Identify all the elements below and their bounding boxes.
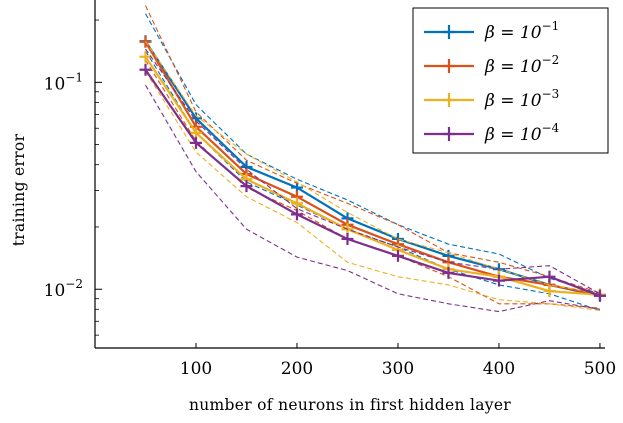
series-4-marker [240,180,253,193]
legend-entry-4: β = 10−4 [424,121,560,145]
series-4-marker [341,232,354,245]
series-2-upper-bound [145,5,601,294]
series-4-marker [139,63,152,76]
x-tick-label: 100 [180,359,212,379]
series-4-marker [189,136,202,149]
series-4-marker [391,249,404,262]
series-4-marker [593,289,606,302]
series-3-marker [290,197,303,210]
legend-label: β = 10−2 [484,53,559,77]
series-4-marker [442,266,455,279]
x-tick-label: 300 [382,359,414,379]
x-axis-title: number of neurons in first hidden layer [189,396,511,414]
y-axis-title: training error [10,133,28,246]
legend: β = 10−1 β = 10−2 β = 10−3 β = 10−4 [412,7,609,154]
legend-swatch-marker [443,93,455,107]
series-1-upper-bound [145,13,601,295]
x-tick-label: 200 [281,359,313,379]
y-tick-label: 10−1 [44,70,83,94]
series-4-marker [290,208,303,221]
y-tick-label: 10−2 [44,277,83,301]
legend-entry-3: β = 10−3 [424,87,559,111]
series-3-marker [543,285,556,298]
series-3-marker [139,50,152,63]
series-3-mean-line [144,56,601,296]
series-3-upper-bound [145,40,601,295]
series-4 [139,48,606,313]
series-4-mean-line [144,69,601,297]
series-4-marker [492,274,505,287]
x-tick-label: 400 [483,359,515,379]
series-3-lower-bound [145,71,601,311]
legend-label: β = 10−3 [484,87,559,111]
legend-entry-2: β = 10−2 [424,53,559,77]
legend-swatch-marker [443,25,455,39]
axes: 100 200 300 400 500 10−1 10−2 [44,0,616,379]
series-4-marker [543,270,556,283]
legend-swatch-marker [443,59,455,73]
legend-entry-1: β = 10−1 [424,19,559,43]
series-4-upper-bound [145,48,601,295]
legend-label: β = 10−4 [484,121,560,145]
series-4-lower-bound [145,84,601,313]
x-tick-label: 500 [584,359,616,379]
plot-area [139,5,606,313]
series-2-mean-line [144,41,601,296]
legend-swatch-marker [443,127,455,141]
legend-label: β = 10−1 [484,19,559,43]
